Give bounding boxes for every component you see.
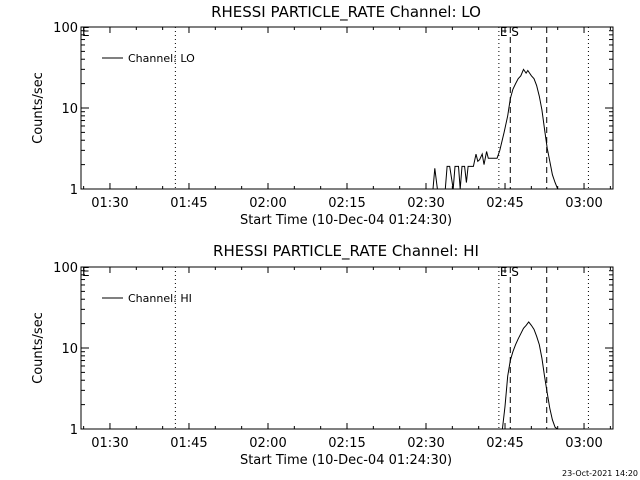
chart-panel-lo: RHESSI PARTICLE_RATE Channel: LO Counts/…	[31, 3, 614, 228]
series-line	[432, 68, 561, 190]
chart-title: RHESSI PARTICLE_RATE Channel: HI	[213, 242, 479, 261]
y-tick-label: 1	[70, 423, 78, 438]
x-tick-label: 01:45	[170, 436, 207, 451]
x-tick-label: 02:45	[486, 196, 523, 211]
event-marker-label: E	[500, 265, 508, 279]
x-tick-label: 02:00	[249, 436, 286, 451]
y-tick-label: 10	[61, 102, 78, 117]
x-tick-label: 02:15	[328, 196, 365, 211]
x-tick-label: 02:15	[328, 436, 365, 451]
event-marker-label: E	[82, 265, 90, 279]
y-tick-label: 10	[61, 342, 78, 357]
x-tick-label: 01:30	[91, 196, 128, 211]
y-tick-label: 100	[53, 261, 78, 276]
x-tick-label: 01:45	[170, 196, 207, 211]
y-axis-label: Counts/sec	[31, 312, 46, 384]
legend-label: Channel: LO	[128, 52, 195, 65]
x-axis-label: Start Time (10-Dec-04 01:24:30)	[240, 453, 452, 468]
y-tick-label: 100	[53, 21, 78, 36]
event-marker-label: E	[82, 25, 90, 39]
chart-panel-hi: RHESSI PARTICLE_RATE Channel: HI Counts/…	[31, 242, 614, 468]
series-line	[501, 321, 558, 430]
y-axis-label: Counts/sec	[31, 72, 46, 144]
x-axis-label: Start Time (10-Dec-04 01:24:30)	[240, 213, 452, 228]
x-tick-label: 03:00	[565, 196, 602, 211]
chart-title: RHESSI PARTICLE_RATE Channel: LO	[211, 3, 481, 22]
x-tick-label: 01:30	[91, 436, 128, 451]
x-tick-label: 03:00	[565, 436, 602, 451]
event-marker-label: S	[511, 25, 519, 39]
event-marker-label: S	[511, 265, 519, 279]
timestamp: 23-Oct-2021 14:20	[562, 469, 638, 478]
x-tick-label: 02:00	[249, 196, 286, 211]
event-marker-label: E	[500, 25, 508, 39]
x-tick-label: 02:30	[407, 436, 444, 451]
y-tick-label: 1	[70, 183, 78, 198]
x-tick-label: 02:45	[486, 436, 523, 451]
x-tick-label: 02:30	[407, 196, 444, 211]
legend-label: Channel: HI	[128, 292, 192, 305]
